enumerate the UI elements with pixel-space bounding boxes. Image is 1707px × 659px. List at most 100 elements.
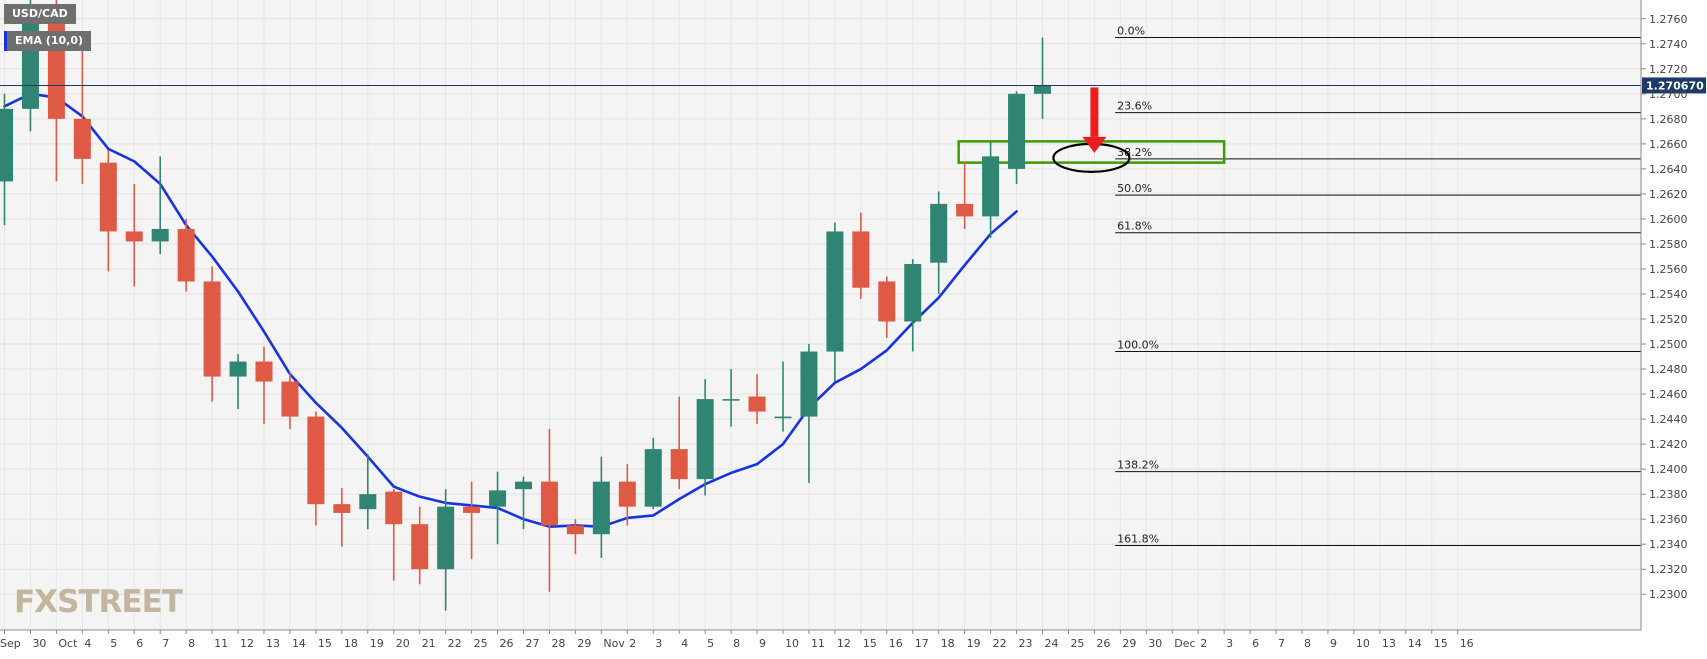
x-tick-label: 15 — [863, 637, 877, 650]
x-tick-label: Oct — [58, 637, 78, 650]
y-tick-label: 1.2600 — [1649, 213, 1688, 226]
y-tick-label: 1.2720 — [1649, 63, 1688, 76]
x-tick-label: 24 — [1045, 637, 1059, 650]
x-tick-label: 8 — [733, 637, 740, 650]
candle-body — [73, 118, 91, 159]
last-price-tag — [1642, 77, 1706, 94]
arrow-shaft — [1090, 87, 1099, 137]
candle-body — [281, 381, 299, 417]
x-tick-label: 16 — [889, 637, 903, 650]
x-axis: Sep 30 Oct 4 5 6 7 8 11 12 13 14 15 18 19 20 21 22 25 26 27 2… — [0, 629, 1641, 650]
candle-body — [670, 449, 688, 480]
x-tick-label: 22 — [448, 637, 462, 650]
candle-body — [47, 12, 65, 119]
x-tick-label: 11 — [214, 637, 228, 650]
arrow-head — [1082, 136, 1107, 153]
x-tick-label: 30 — [1148, 637, 1162, 650]
x-tick-label: 26 — [1096, 637, 1110, 650]
candle-body — [255, 361, 273, 382]
x-tick-label: 2 — [1200, 637, 1207, 650]
y-tick-label: 1.2460 — [1649, 388, 1688, 401]
x-tick-label: 7 — [162, 637, 169, 650]
candle-body — [333, 504, 351, 513]
fib-label: 50.0% — [1117, 182, 1152, 195]
candles — [0, 0, 1051, 611]
x-tick-label: 14 — [1408, 637, 1422, 650]
candle-body — [385, 491, 403, 525]
candle-body — [982, 156, 1000, 217]
y-tick-label: 1.2580 — [1649, 238, 1688, 251]
x-tick-label: 6 — [136, 637, 143, 650]
x-tick-label: 14 — [292, 637, 306, 650]
x-tick-label: 17 — [915, 637, 929, 650]
x-tick-label: 29 — [577, 637, 591, 650]
y-tick-label: 1.2540 — [1649, 288, 1688, 301]
x-tick-label: 12 — [240, 637, 254, 650]
x-tick-label: 20 — [396, 637, 410, 650]
last-price-value: 1.270670 — [1646, 79, 1704, 92]
y-tick-label: 1.2360 — [1649, 513, 1688, 526]
fibonacci-levels: 0.0% 23.6% 38.2% 50.0% 61.8% 100.0% 138.2% 161.… — [1115, 25, 1641, 546]
candle-body — [151, 228, 169, 242]
x-tick-label: 5 — [110, 637, 117, 650]
annotations — [1052, 87, 1131, 173]
fib-label: 138.2% — [1117, 459, 1159, 472]
x-tick-label: 8 — [188, 637, 195, 650]
x-tick-label: 4 — [681, 637, 688, 650]
x-tick-label: 9 — [759, 637, 766, 650]
candle-body — [618, 481, 636, 507]
x-tick-label: 10 — [1356, 637, 1370, 650]
x-tick-label: 4 — [84, 637, 91, 650]
y-tick-label: 1.2380 — [1649, 488, 1688, 501]
x-tick-label: 13 — [1382, 637, 1396, 650]
y-tick-label: 1.2520 — [1649, 313, 1688, 326]
x-tick-label: 18 — [344, 637, 358, 650]
ema-line — [3, 92, 1018, 528]
x-tick-label: 5 — [707, 637, 714, 650]
y-tick-label: 1.2300 — [1649, 588, 1688, 601]
candle-body — [592, 481, 610, 535]
x-tick-label: 16 — [1460, 637, 1474, 650]
x-tick-label: 7 — [1278, 637, 1285, 650]
ema-legend: EMA (10,0) — [4, 31, 91, 51]
x-tick-label: 12 — [837, 637, 851, 650]
candle-body — [644, 449, 662, 507]
x-tick-label: 22 — [993, 637, 1007, 650]
y-tick-label: 1.2700 — [1649, 88, 1688, 101]
x-tick-label: 3 — [655, 637, 662, 650]
y-tick-label: 1.2680 — [1649, 113, 1688, 126]
candle-body — [359, 494, 377, 510]
y-tick-label: 1.2740 — [1649, 38, 1688, 51]
x-tick-label: 11 — [811, 637, 825, 650]
candle-body — [203, 281, 221, 377]
x-tick-label: 8 — [1304, 637, 1311, 650]
ema-legend-text: EMA (10,0) — [15, 34, 83, 47]
x-tick-label: Sep — [0, 637, 21, 650]
x-tick-label: 21 — [422, 637, 436, 650]
candle-body — [0, 108, 13, 182]
x-tick-label: 25 — [474, 637, 488, 650]
x-tick-label: Dec — [1174, 637, 1195, 650]
fib-label: 38.2% — [1117, 146, 1152, 159]
x-tick-label: 2 — [629, 637, 636, 650]
candle-body — [722, 399, 740, 401]
y-tick-label: 1.2620 — [1649, 188, 1688, 201]
candle-body — [515, 481, 532, 490]
y-tick-label: 1.2400 — [1649, 463, 1688, 476]
y-tick-label: 1.2320 — [1649, 563, 1688, 576]
candle-body — [99, 162, 117, 232]
x-tick-label: 6 — [1252, 637, 1259, 650]
ema-line-path — [3, 92, 1018, 528]
y-tick-label: 1.2560 — [1649, 263, 1688, 276]
y-tick-label: 1.2500 — [1649, 338, 1688, 351]
candle-body — [1034, 85, 1051, 94]
y-tick-label: 1.2760 — [1649, 13, 1688, 26]
y-tick-label: 1.2640 — [1649, 163, 1688, 176]
x-tick-label: 23 — [1019, 637, 1033, 650]
candle-body — [489, 490, 507, 507]
candle-body — [930, 203, 948, 263]
y-tick-label: 1.2440 — [1649, 413, 1688, 426]
candle-body — [1008, 93, 1026, 169]
x-tick-label: 18 — [941, 637, 955, 650]
fib-label: 0.0% — [1117, 25, 1145, 38]
